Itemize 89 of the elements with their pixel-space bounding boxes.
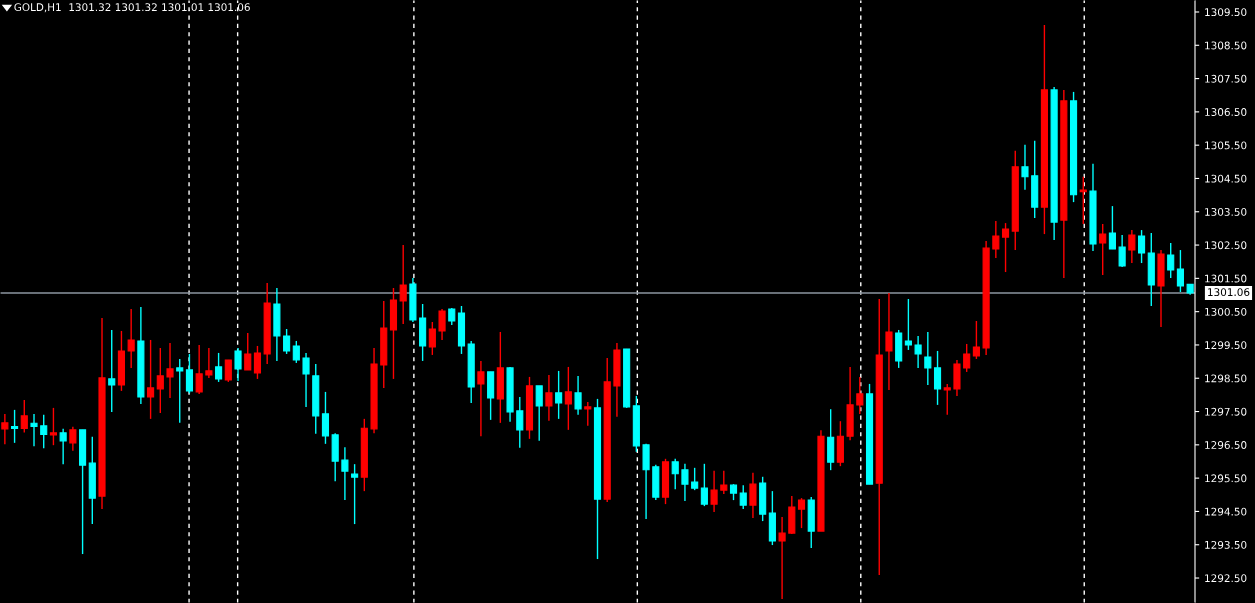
candlestick <box>933 350 942 406</box>
candlestick <box>176 358 184 424</box>
candlestick <box>1108 205 1116 250</box>
candlestick <box>1118 234 1126 268</box>
candlestick <box>972 320 980 360</box>
candlestick <box>302 352 310 408</box>
candlestick <box>321 391 330 445</box>
candlestick <box>49 407 58 446</box>
candlestick <box>224 359 232 383</box>
candlestick <box>943 383 951 416</box>
y-tick-label: 1293.50 <box>1205 540 1247 549</box>
candlestick <box>244 332 252 371</box>
ref-line-label: 1301.06 <box>1208 288 1250 297</box>
y-tick-label: 1292.50 <box>1205 574 1247 583</box>
candlestick <box>69 426 77 452</box>
y-tick-label: 1309.50 <box>1205 8 1247 17</box>
y-tick-label: 1297.50 <box>1205 407 1247 416</box>
candlestick <box>555 370 563 420</box>
candlestick <box>516 396 524 449</box>
y-tick-label: 1299.50 <box>1205 341 1247 350</box>
candlestick <box>234 347 242 382</box>
y-tick-label: 1308.50 <box>1205 41 1247 50</box>
candlestick <box>885 292 893 391</box>
candlestick <box>720 470 728 495</box>
candlestick <box>399 244 407 325</box>
y-tick-label: 1296.50 <box>1205 441 1247 449</box>
y-tick-label: 1306.50 <box>1205 108 1247 116</box>
y-tick-label: 1295.50 <box>1205 474 1247 483</box>
candlestick <box>992 220 1000 259</box>
candlestick <box>40 414 48 449</box>
candlestick <box>856 376 864 415</box>
candlestick <box>535 385 543 442</box>
candlestick <box>671 458 679 490</box>
candlestick <box>564 366 572 431</box>
candlestick <box>438 308 446 341</box>
candlestick <box>205 347 213 379</box>
y-tick-label: 1305.50 <box>1205 141 1247 150</box>
candlestick <box>253 345 262 380</box>
candlestick <box>283 328 291 355</box>
candlestick <box>1176 249 1184 293</box>
candlestick <box>20 399 28 434</box>
candlestick <box>59 428 67 465</box>
candlestick <box>749 472 757 519</box>
candlestick <box>351 463 359 525</box>
candlestick <box>30 413 38 447</box>
candlestick <box>574 375 582 416</box>
candlestick <box>691 467 699 491</box>
y-tick-label: 1298.50 <box>1205 374 1247 383</box>
candlestick <box>584 401 592 427</box>
candlestick <box>428 321 436 356</box>
y-tick-label: 1301.50 <box>1205 274 1247 283</box>
candlestick <box>1137 229 1146 264</box>
candlestick <box>166 342 174 399</box>
candlestick <box>1079 176 1087 225</box>
candlestick <box>924 331 932 386</box>
y-tick-label: 1304.50 <box>1205 174 1247 183</box>
candlestick <box>108 329 116 413</box>
candlestick <box>1167 242 1175 279</box>
candlestick <box>963 343 971 373</box>
candlestick <box>1099 223 1107 276</box>
candlestick <box>681 463 689 502</box>
candlestick <box>147 339 155 420</box>
candlestick <box>914 335 922 369</box>
candlestick <box>797 497 806 529</box>
candlestick <box>195 344 203 395</box>
candlestick <box>185 353 194 394</box>
y-tick-label: 1302.50 <box>1205 241 1247 250</box>
y-tick-label: 1303.50 <box>1205 207 1247 216</box>
candlestick <box>904 298 912 351</box>
candlestick <box>739 484 747 510</box>
candlestick <box>11 409 19 444</box>
candlestick <box>710 470 718 513</box>
y-tick-label: 1300.50 <box>1205 307 1247 316</box>
candlestick <box>341 446 349 501</box>
candlestick <box>477 360 485 437</box>
y-tick-label: 1307.50 <box>1205 74 1247 83</box>
candlestick <box>1001 222 1010 273</box>
candlestick <box>778 516 786 600</box>
candlestick <box>700 463 708 507</box>
candlestick <box>1 413 9 445</box>
candlestick <box>127 308 135 369</box>
candlestick <box>292 340 300 364</box>
candlestick <box>1128 229 1136 264</box>
y-tick-label: 1294.50 <box>1205 507 1247 516</box>
candlestick <box>215 352 223 383</box>
chart-title: GOLD,H1 1301.32 1301.32 1301.01 1301.06 <box>14 3 250 13</box>
candlestick <box>1021 144 1029 191</box>
candlestick <box>545 374 553 422</box>
candlestick <box>156 347 164 414</box>
